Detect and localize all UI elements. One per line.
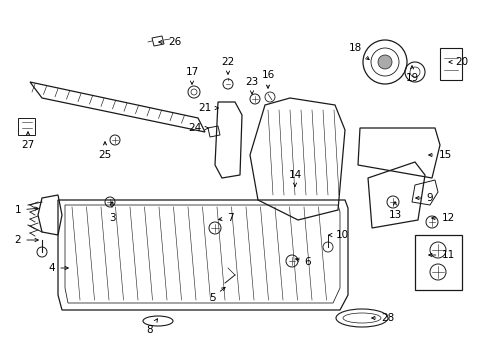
Text: 8: 8 xyxy=(146,319,157,335)
Text: 11: 11 xyxy=(428,250,454,260)
Text: 5: 5 xyxy=(208,287,224,303)
Text: 25: 25 xyxy=(98,142,111,160)
Text: 20: 20 xyxy=(448,57,468,67)
Circle shape xyxy=(377,55,391,69)
Text: 18: 18 xyxy=(347,43,368,60)
Text: 26: 26 xyxy=(159,37,181,47)
Text: 27: 27 xyxy=(21,132,35,150)
Text: 1: 1 xyxy=(15,205,38,215)
Text: 4: 4 xyxy=(49,263,68,273)
Text: 14: 14 xyxy=(288,170,301,186)
Text: 10: 10 xyxy=(328,230,348,240)
Text: 28: 28 xyxy=(371,313,394,323)
Text: 6: 6 xyxy=(295,257,311,267)
Text: 17: 17 xyxy=(185,67,198,84)
Text: 7: 7 xyxy=(218,213,233,223)
Text: 19: 19 xyxy=(405,66,418,83)
Text: 21: 21 xyxy=(198,103,218,113)
Text: 24: 24 xyxy=(188,123,208,133)
Text: 9: 9 xyxy=(415,193,432,203)
Text: 3: 3 xyxy=(108,202,115,223)
Text: 2: 2 xyxy=(15,235,38,245)
Text: 15: 15 xyxy=(428,150,451,160)
Text: 23: 23 xyxy=(245,77,258,94)
Text: 16: 16 xyxy=(261,70,274,88)
Text: 13: 13 xyxy=(387,202,401,220)
Text: 22: 22 xyxy=(221,57,234,74)
Text: 12: 12 xyxy=(431,213,454,223)
